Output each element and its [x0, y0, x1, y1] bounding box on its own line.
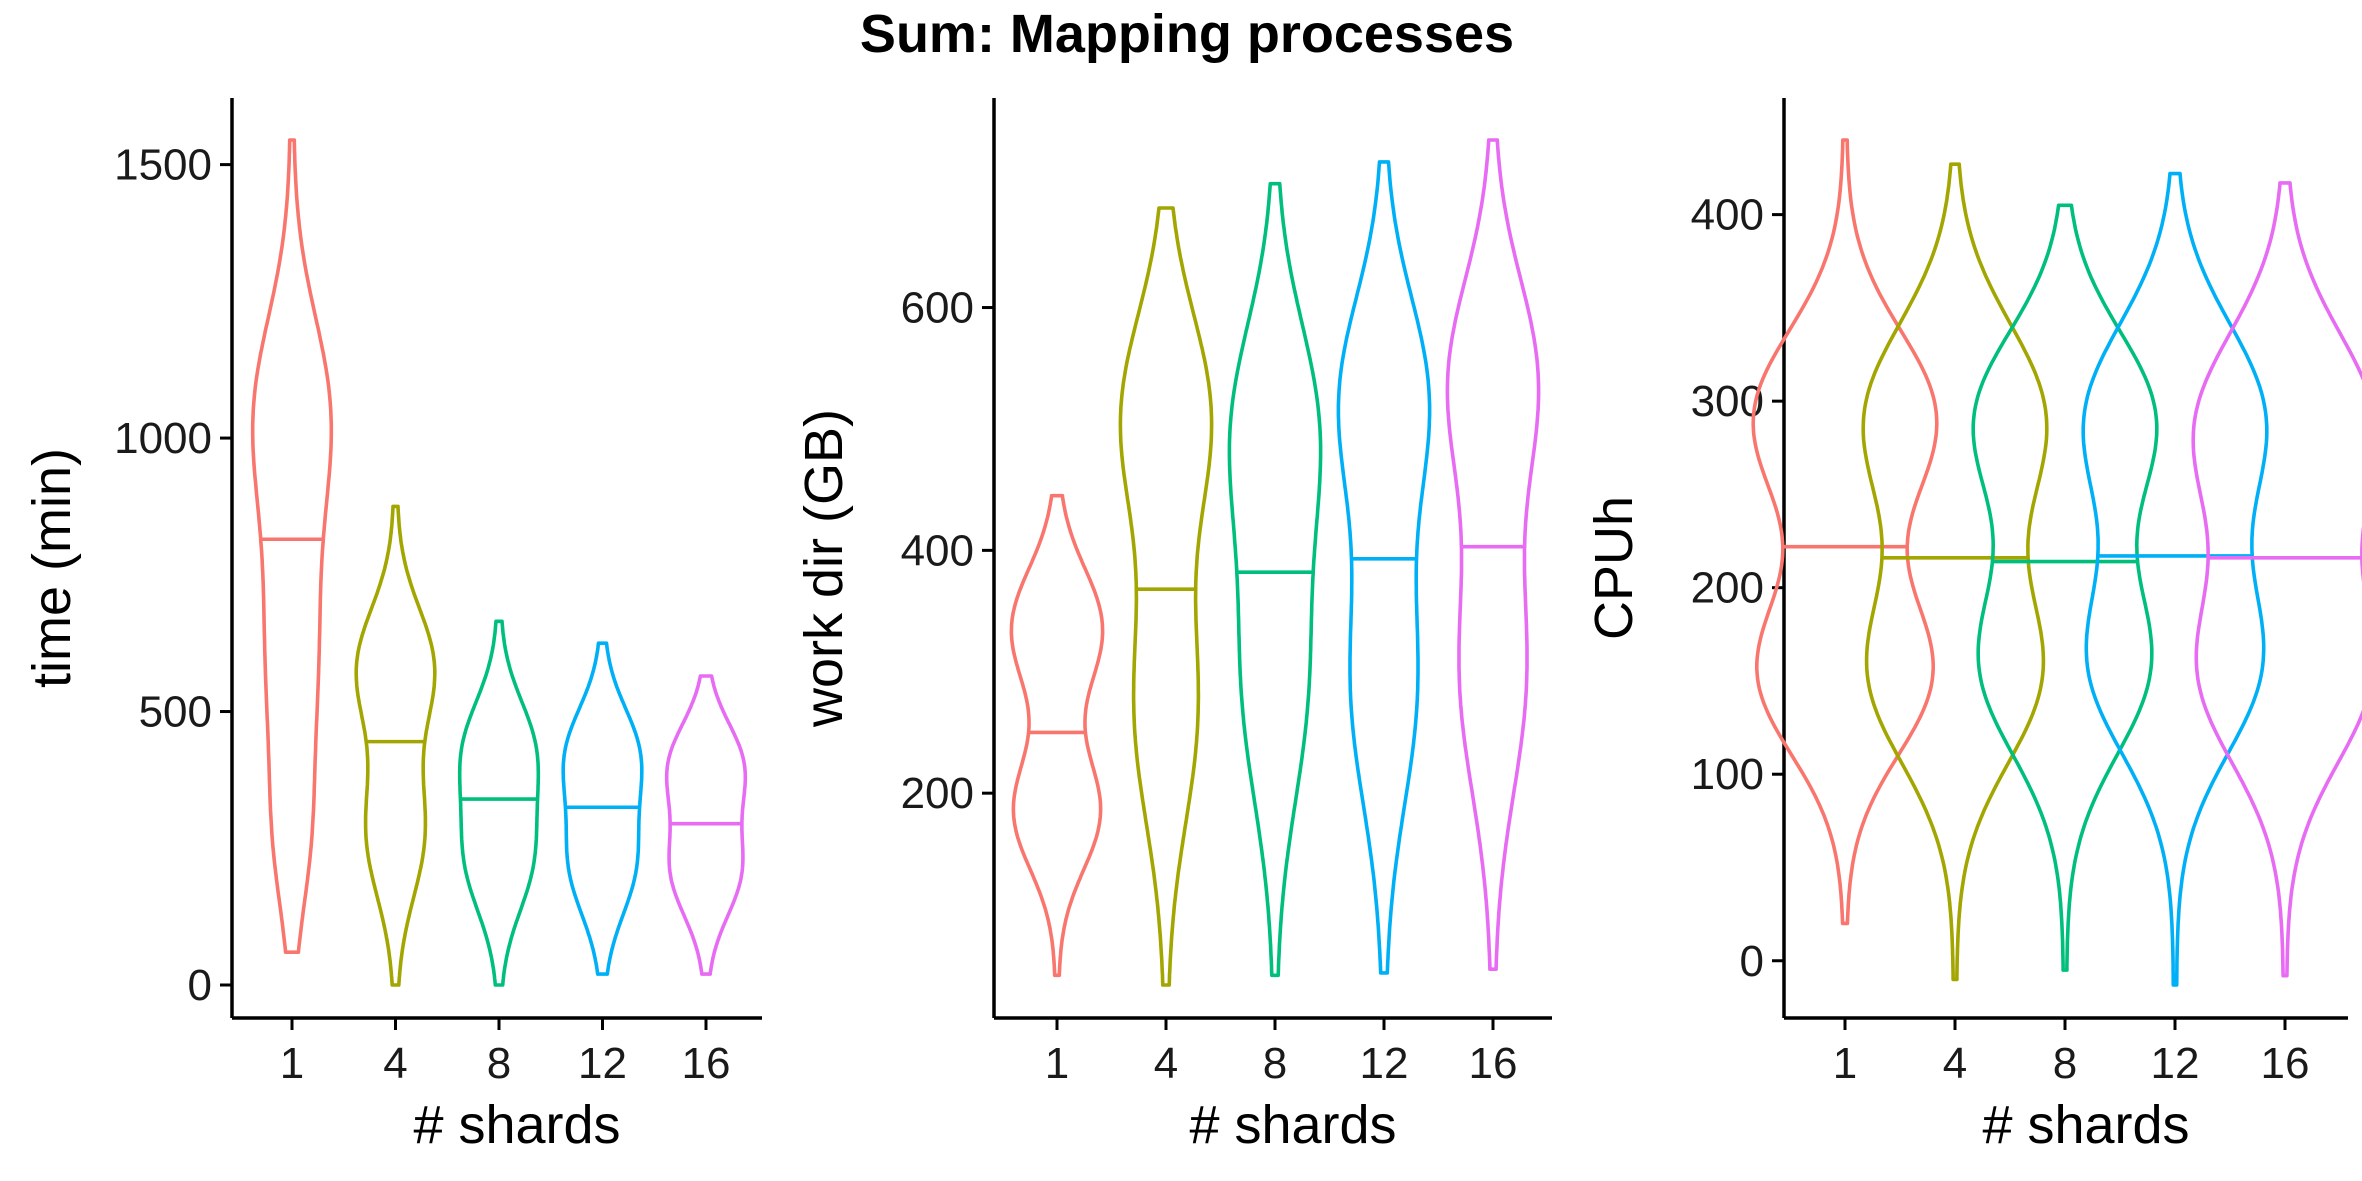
y-axis-label: time (min) [22, 448, 82, 688]
figure-title: Sum: Mapping processes [860, 4, 1514, 64]
y-tick-label: 100 [1691, 750, 1764, 799]
x-tick-label: 12 [2151, 1039, 2200, 1088]
y-tick-label: 1500 [114, 141, 212, 190]
x-tick-label: 16 [1469, 1039, 1518, 1088]
x-tick-label: 4 [383, 1039, 407, 1088]
x-tick-label: 4 [1154, 1039, 1178, 1088]
violin-shards-4 [354, 504, 437, 987]
x-tick-label: 12 [578, 1039, 627, 1088]
x-tick-label: 12 [1360, 1039, 1409, 1088]
violin-shards-16 [664, 674, 748, 976]
violin-shards-8 [1971, 203, 2159, 972]
y-tick-label: 400 [901, 526, 974, 575]
x-tick-label: 8 [487, 1039, 511, 1088]
violin-shards-1 [1751, 138, 1939, 926]
x-axis-label: # shards [413, 1095, 620, 1155]
violin-shards-12 [1336, 160, 1432, 975]
violin-shards-1 [250, 138, 334, 954]
violin-shards-16 [1445, 138, 1541, 971]
y-tick-label: 0 [1740, 937, 1764, 986]
y-tick-label: 200 [1691, 564, 1764, 613]
panel-2: 200 400 600 1 4 8 12 16 # shards work dir (GB) [794, 98, 1552, 1155]
y-tick-label: 600 [901, 284, 974, 333]
y-tick-label: 200 [901, 769, 974, 818]
violin-shards-4 [1118, 206, 1214, 987]
x-tick-label: 8 [1263, 1039, 1287, 1088]
x-tick-label: 1 [1045, 1039, 1069, 1088]
violin-shards-8 [1227, 181, 1323, 978]
y-tick-label: 400 [1691, 191, 1764, 240]
x-tick-label: 1 [280, 1039, 304, 1088]
x-tick-label: 1 [1833, 1039, 1857, 1088]
y-axis-label: CPUh [1584, 496, 1644, 640]
violin-shards-16 [2191, 181, 2362, 978]
panel-1: 0 500 1000 1500 1 4 8 12 16 # shards time (min) [22, 98, 762, 1155]
x-tick-label: 4 [1943, 1039, 1967, 1088]
violin-shards-1 [1009, 493, 1105, 978]
violin-shards-4 [1861, 162, 2049, 982]
y-axis-label: work dir (GB) [794, 409, 854, 728]
y-tick-label: 1000 [114, 414, 212, 463]
x-tick-label: 8 [2053, 1039, 2077, 1088]
x-axis-label: # shards [1982, 1095, 2189, 1155]
x-axis-label: # shards [1189, 1095, 1396, 1155]
x-tick-label: 16 [682, 1039, 731, 1088]
y-tick-label: 500 [139, 688, 212, 737]
violin-shards-12 [561, 641, 644, 976]
violin-shards-8 [457, 619, 541, 987]
y-tick-label: 0 [188, 961, 212, 1010]
violin-shards-12 [2081, 171, 2269, 987]
x-tick-label: 16 [2261, 1039, 2310, 1088]
